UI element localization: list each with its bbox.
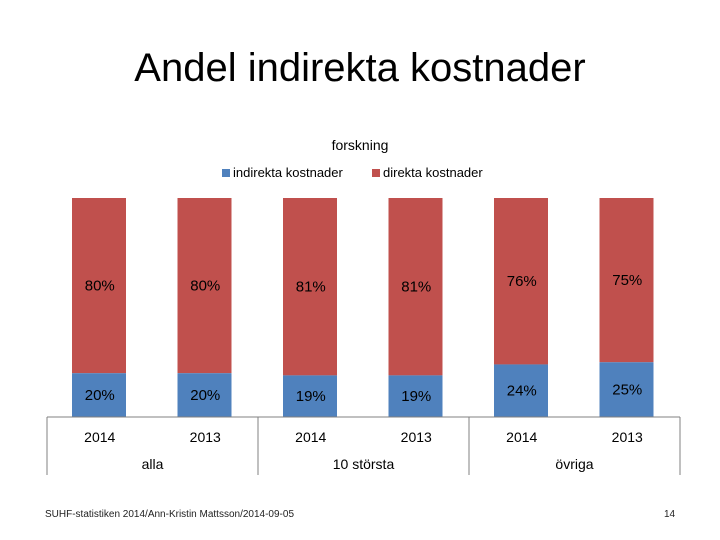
bar-indirect-5 xyxy=(599,362,654,417)
legend-swatch-direct xyxy=(372,169,380,177)
bar-indirect-2 xyxy=(283,375,337,417)
bar-indirect-4 xyxy=(494,364,548,417)
data-label-indirect-0: 20% xyxy=(85,387,115,404)
bar-indirect-1 xyxy=(177,373,232,417)
data-label-indirect-5: 25% xyxy=(612,382,642,399)
data-label-indirect-2: 19% xyxy=(296,388,326,405)
bar-direct-0 xyxy=(72,198,126,374)
legend-label-indirect: indirekta kostnader xyxy=(233,165,344,180)
group-label-2: övriga xyxy=(555,456,593,472)
data-label-indirect-1: 20% xyxy=(190,387,220,404)
group-label-1: 10 största xyxy=(333,456,395,472)
tick-label-year-3: 2013 xyxy=(401,429,432,445)
data-label-direct-3: 81% xyxy=(401,279,431,296)
page-number: 14 xyxy=(664,509,676,520)
bar-direct-2 xyxy=(283,198,337,376)
data-label-indirect-3: 19% xyxy=(401,388,431,405)
tick-label-year-2: 2014 xyxy=(295,429,326,445)
footer-text: SUHF-statistiken 2014/Ann-Kristin Mattss… xyxy=(45,509,295,520)
data-label-direct-1: 80% xyxy=(190,278,220,295)
legend-swatch-indirect xyxy=(222,169,230,177)
chart-title: forskning xyxy=(332,137,389,153)
bar-indirect-3 xyxy=(388,375,443,417)
bar-direct-5 xyxy=(599,198,654,363)
data-label-direct-0: 80% xyxy=(85,278,115,295)
tick-label-year-1: 2013 xyxy=(190,429,221,445)
tick-label-year-0: 2014 xyxy=(84,429,115,445)
tick-label-year-5: 2013 xyxy=(612,429,643,445)
bar-direct-1 xyxy=(177,198,232,374)
data-label-direct-4: 76% xyxy=(507,273,537,290)
slide-title: Andel indirekta kostnader xyxy=(134,46,586,90)
group-label-0: alla xyxy=(142,456,164,472)
data-label-direct-2: 81% xyxy=(296,279,326,296)
bar-direct-3 xyxy=(388,198,443,376)
data-label-indirect-4: 24% xyxy=(507,383,537,400)
bar-indirect-0 xyxy=(72,373,126,417)
legend-label-direct: direkta kostnader xyxy=(383,165,483,180)
data-label-direct-5: 75% xyxy=(612,272,642,289)
bar-direct-4 xyxy=(494,198,548,365)
tick-label-year-4: 2014 xyxy=(506,429,537,445)
